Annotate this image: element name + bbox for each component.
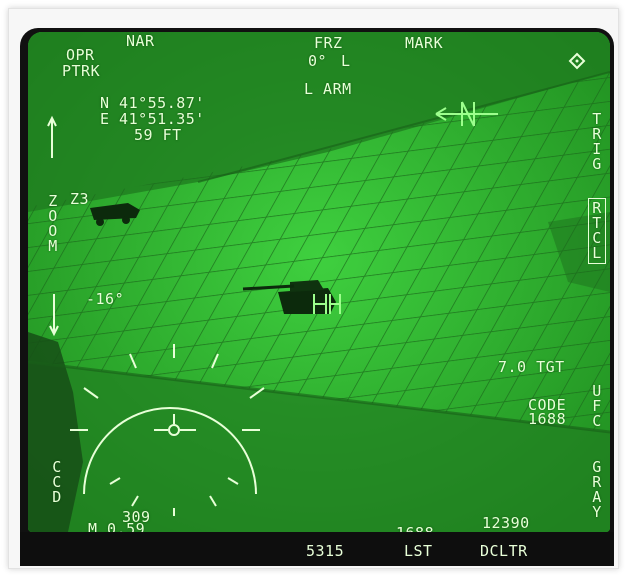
tank-target-icon <box>242 280 336 314</box>
field-grid <box>28 72 610 432</box>
altitude-readout: 12390 <box>482 514 530 532</box>
longitude-readout: E 41°51.35' <box>100 110 205 128</box>
tree-line <box>28 332 83 532</box>
latitude-readout: N 41°55.87' <box>100 94 205 112</box>
laser-code-value: 1688 <box>528 410 567 428</box>
lst-code-readout: 1688 <box>396 526 434 533</box>
lst-button[interactable]: LST <box>404 542 433 560</box>
nar-button[interactable]: NAR <box>126 32 155 50</box>
dark-field-bottom <box>28 362 610 532</box>
mode-ptrk-button[interactable]: PTRK <box>62 62 101 80</box>
vehicle-target-icon <box>90 203 140 226</box>
ufc-button[interactable]: UFC <box>592 382 602 430</box>
zoom-arrow-up-icon <box>47 115 57 158</box>
trig-button[interactable]: TRIG <box>592 110 602 173</box>
depression-angle-readout: -16° <box>86 290 125 308</box>
laser-code-label: CODE <box>528 396 567 414</box>
zoom-button[interactable]: ZOOM <box>48 192 58 255</box>
side-indicator: L <box>341 52 351 70</box>
north-arrow-icon <box>435 101 498 127</box>
heading-readout: 309 <box>122 508 151 526</box>
bottom-button-strip <box>20 532 614 566</box>
dcltr-button[interactable]: DCLTR <box>480 542 528 560</box>
track-gate-marker <box>313 294 341 314</box>
mode-opr-button[interactable]: OPR <box>66 46 95 64</box>
diamond-icon <box>568 52 586 70</box>
frz-button[interactable]: FRZ <box>314 34 343 52</box>
gray-button[interactable]: GRAY <box>592 458 602 521</box>
flir-background <box>28 32 610 532</box>
ccd-button[interactable]: CCD <box>52 458 62 506</box>
mach-readout: M 0.59 <box>88 520 146 533</box>
boresight-crosshair-icon <box>154 414 196 436</box>
roll-angle-readout: 0° <box>308 52 328 70</box>
range-5315-readout: 5315 <box>306 542 345 560</box>
slew-reticle <box>70 344 265 516</box>
zoom-level-readout: Z3 <box>70 190 90 208</box>
rtcl-button[interactable]: RTCL <box>588 198 606 264</box>
target-elevation-readout: 59 FT <box>134 126 182 144</box>
mark-button[interactable]: MARK <box>405 34 444 52</box>
target-range-readout: 7.0 TGT <box>498 358 565 376</box>
zoom-arrow-down-icon <box>49 294 59 337</box>
flir-display: NAR FRZ MARK 0° L L ARM OPR PTRK N 41°55… <box>28 32 610 532</box>
dark-field-top <box>28 32 610 212</box>
arm-status: L ARM <box>304 80 352 98</box>
